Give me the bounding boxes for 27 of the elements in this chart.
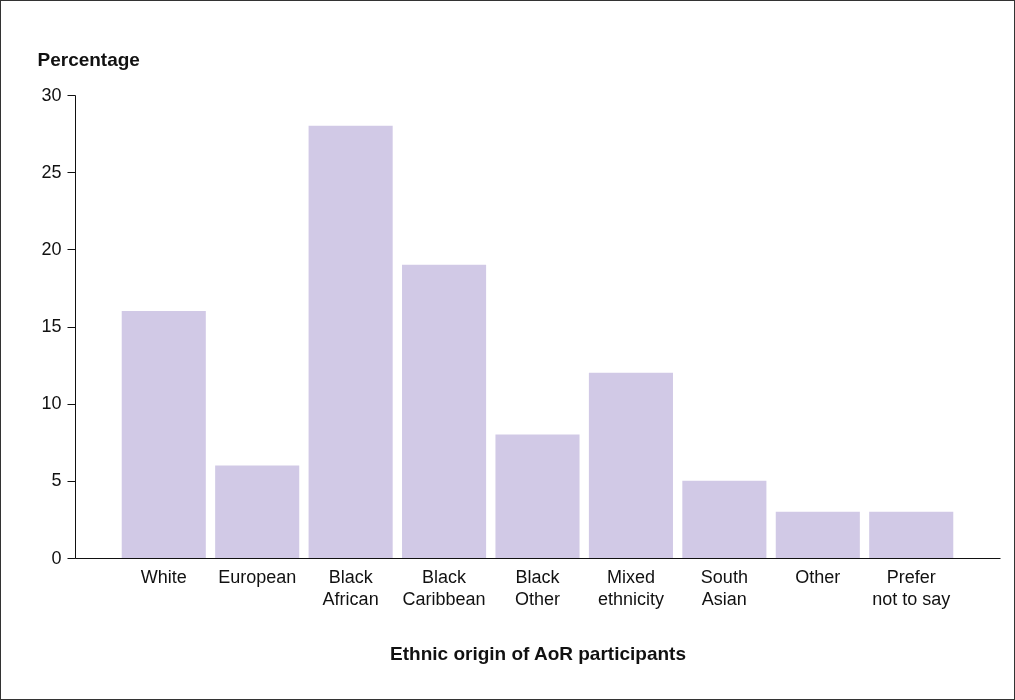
x-tick-label: Black Other	[514, 566, 561, 609]
bar	[775, 511, 860, 558]
x-tick-label: European	[218, 566, 297, 587]
bar	[869, 511, 954, 558]
x-tick-label: Other	[795, 566, 841, 587]
bar	[495, 434, 580, 558]
y-tick-label: 25	[41, 161, 62, 182]
x-tick-label: Black African	[322, 566, 379, 609]
bar	[308, 125, 393, 558]
x-tick-label: Mixed ethnicity	[597, 566, 664, 609]
x-tick-label: Black Caribbean	[402, 566, 486, 609]
bar	[121, 311, 206, 558]
y-tick-label: 15	[41, 316, 62, 336]
x-axis-title: Ethnic origin of AoR participants	[390, 642, 686, 664]
y-tick-label: 5	[51, 470, 62, 491]
bar	[682, 480, 767, 558]
bar	[588, 372, 673, 558]
x-tick-label: White	[140, 566, 187, 587]
y-tick-label: 20	[41, 238, 62, 259]
y-tick-label: 30	[41, 84, 62, 105]
x-tick-label: South Asian	[700, 566, 748, 609]
y-tick-label: 0	[51, 547, 62, 568]
y-tick-label: 10	[41, 393, 62, 414]
y-axis-title: Percentage	[37, 48, 140, 70]
x-tick-label: Prefer not to say	[872, 566, 951, 609]
bar	[215, 465, 300, 558]
bar	[402, 264, 487, 558]
